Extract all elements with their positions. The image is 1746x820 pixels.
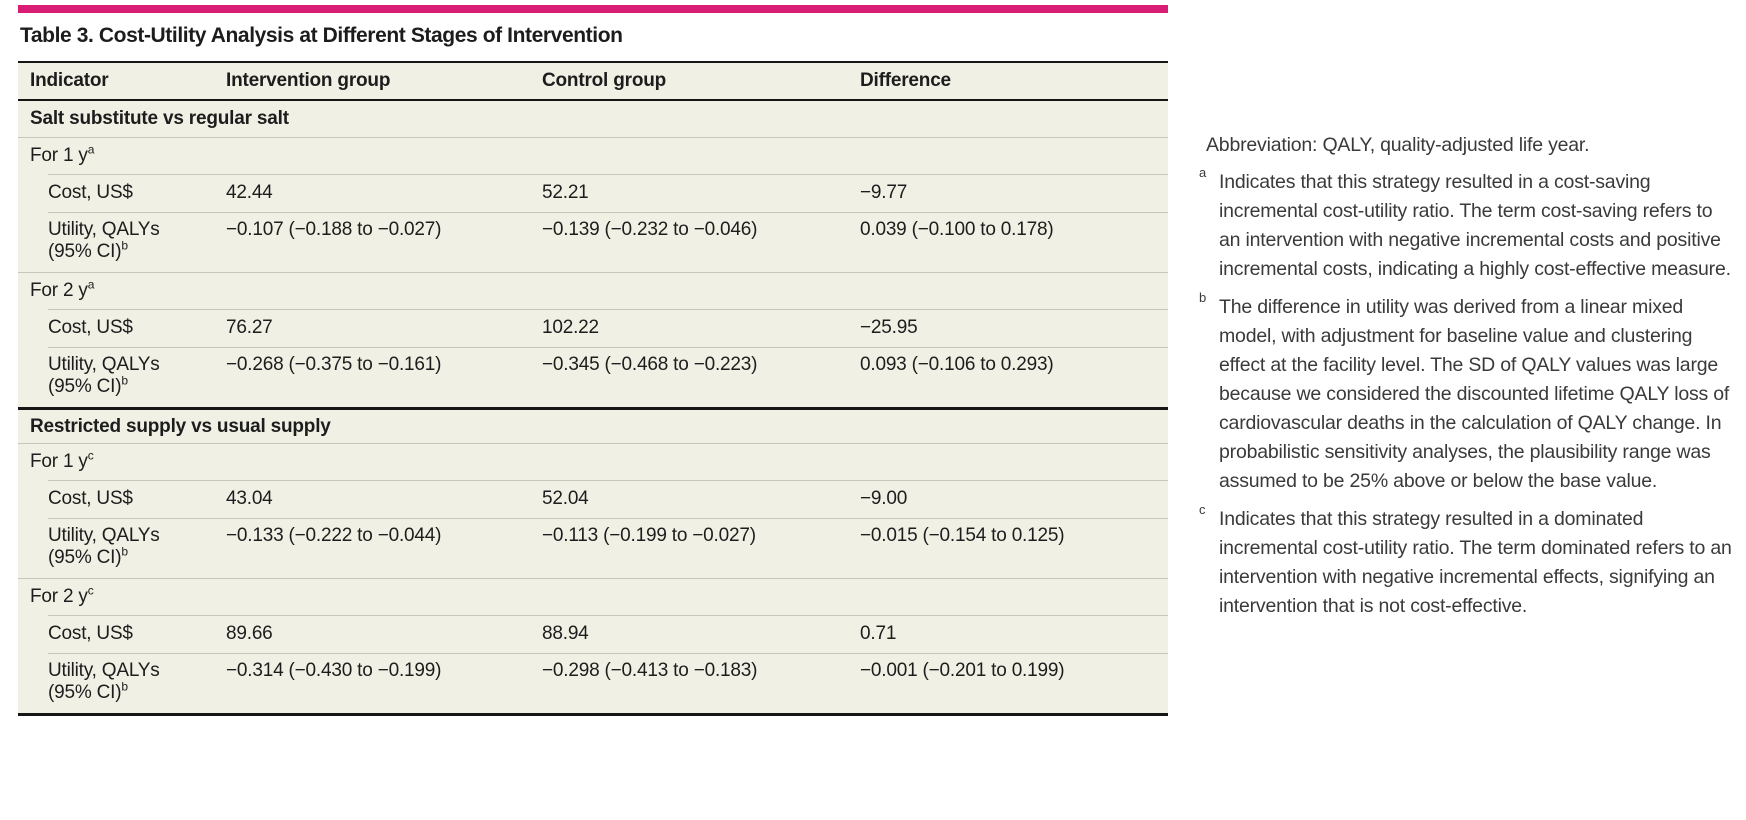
table-panel: Table 3. Cost-Utility Analysis at Differ… [18,5,1168,716]
footnote-ref: c [87,583,94,598]
table-row: Utility, QALYs (95% CI)b −0.133 (−0.222 t… [18,518,1168,578]
subsection-row: For 1 ya [18,137,1168,174]
column-header-intervention: Intervention group [226,70,391,91]
section-header-row: Salt substitute vs regular salt [18,101,1168,137]
footnote-ref: b [121,544,128,559]
table-row: Cost, US$ 89.66 88.94 0.71 [18,615,1168,653]
footnote-text: The difference in utility was derived fr… [1219,296,1730,492]
footnotes-panel: Abbreviation: QALY, quality-adjusted lif… [1196,131,1733,630]
footnote-ref: b [121,373,128,388]
table-row: Utility, QALYs (95% CI)b −0.314 (−0.430 t… [18,653,1168,713]
table-row: Utility, QALYs (95% CI)b −0.268 (−0.375 t… [18,347,1168,407]
footnote-ref: b [121,238,128,253]
accent-bar [18,5,1168,13]
subsection-row: For 2 yc [18,578,1168,615]
footnote-text: Indicates that this strategy resulted in… [1219,171,1731,280]
table-row: Cost, US$ 42.44 52.21 −9.77 [18,174,1168,212]
subsection-row: For 2 ya [18,272,1168,309]
column-header-control: Control group [542,70,667,91]
section-header-row: Restricted supply vs usual supply [18,407,1168,443]
footnote-c: c Indicates that this strategy resulted … [1199,502,1732,617]
subsection-row: For 1 yc [18,443,1168,480]
table-row: Cost, US$ 43.04 52.04 −9.00 [18,480,1168,518]
footnote-ref: a [87,277,95,292]
footnote-ref: a [87,142,95,157]
table-row: Utility, QALYs (95% CI)b −0.107 (−0.188 t… [18,212,1168,272]
column-header-indicator: Indicator [30,70,109,91]
footnote-text: Indicates that this strategy resulted in… [1219,508,1732,617]
footnote-b: b The difference in utility was derived … [1199,290,1730,492]
column-header-difference: Difference [860,70,951,91]
footnote-ref: b [121,679,128,694]
table-row: Cost, US$ 76.27 102.22 −25.95 [18,309,1168,347]
table-title: Table 3. Cost-Utility Analysis at Differ… [20,24,623,47]
cost-utility-table: Indicator Intervention group Control gro… [18,61,1168,716]
table-header-row: Indicator Intervention group Control gro… [18,63,1168,101]
footnote-a: a Indicates that this strategy resulted … [1199,165,1731,280]
abbreviation-note: Abbreviation: QALY, quality-adjusted lif… [1206,134,1590,156]
footnote-ref: c [87,448,94,463]
